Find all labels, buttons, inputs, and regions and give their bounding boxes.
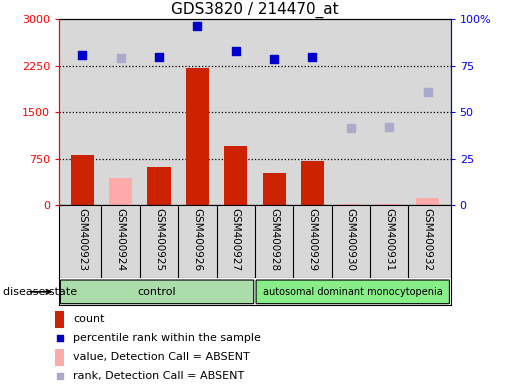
Text: disease state: disease state (3, 287, 77, 297)
Point (270, 56, 278, 62)
Point (193, 23, 201, 29)
Point (56, 373, 64, 379)
Text: GSM400925: GSM400925 (154, 208, 164, 271)
Bar (55, 349, 64, 366)
Text: rank, Detection Call = ABSENT: rank, Detection Call = ABSENT (73, 371, 245, 381)
Text: GSM400930: GSM400930 (346, 208, 356, 271)
Text: GSM400929: GSM400929 (307, 208, 317, 271)
Text: count: count (73, 314, 105, 324)
FancyBboxPatch shape (256, 280, 450, 304)
Point (232, 48, 240, 54)
Text: value, Detection Call = ABSENT: value, Detection Call = ABSENT (73, 352, 250, 362)
Bar (71, 154, 94, 205)
Bar (109, 177, 132, 205)
Bar (377, 204, 401, 205)
Bar (416, 198, 439, 205)
Bar (147, 167, 170, 205)
Point (116, 55, 125, 61)
Point (78, 52, 87, 58)
Text: GSM400928: GSM400928 (269, 208, 279, 271)
Text: GSM400927: GSM400927 (231, 208, 241, 271)
Text: GSM400931: GSM400931 (384, 208, 394, 271)
FancyBboxPatch shape (60, 280, 254, 304)
Point (56, 335, 64, 341)
Text: percentile rank within the sample: percentile rank within the sample (73, 333, 261, 343)
Text: GSM400926: GSM400926 (193, 208, 202, 271)
Bar (339, 204, 363, 205)
Point (308, 54, 317, 60)
Point (155, 54, 163, 60)
Text: GSM400924: GSM400924 (116, 208, 126, 271)
Bar (301, 161, 324, 205)
Text: autosomal dominant monocytopenia: autosomal dominant monocytopenia (263, 287, 443, 297)
Point (423, 89, 432, 96)
Text: GSM400923: GSM400923 (77, 208, 87, 271)
Bar (55, 311, 64, 328)
Point (347, 125, 355, 131)
Text: GSM400932: GSM400932 (423, 208, 433, 271)
Bar (186, 68, 209, 205)
Point (385, 124, 393, 130)
Text: control: control (138, 287, 176, 297)
Title: GDS3820 / 214470_at: GDS3820 / 214470_at (171, 2, 339, 18)
Bar (263, 172, 286, 205)
Bar (224, 146, 247, 205)
